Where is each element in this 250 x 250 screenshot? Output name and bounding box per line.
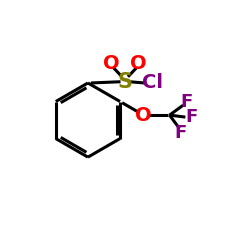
Text: O: O bbox=[130, 54, 147, 73]
Text: F: F bbox=[174, 124, 187, 142]
Text: S: S bbox=[118, 72, 132, 92]
Text: O: O bbox=[135, 106, 152, 124]
Text: F: F bbox=[181, 92, 193, 110]
Text: F: F bbox=[185, 108, 197, 126]
Text: O: O bbox=[103, 54, 120, 73]
Text: Cl: Cl bbox=[142, 74, 163, 92]
